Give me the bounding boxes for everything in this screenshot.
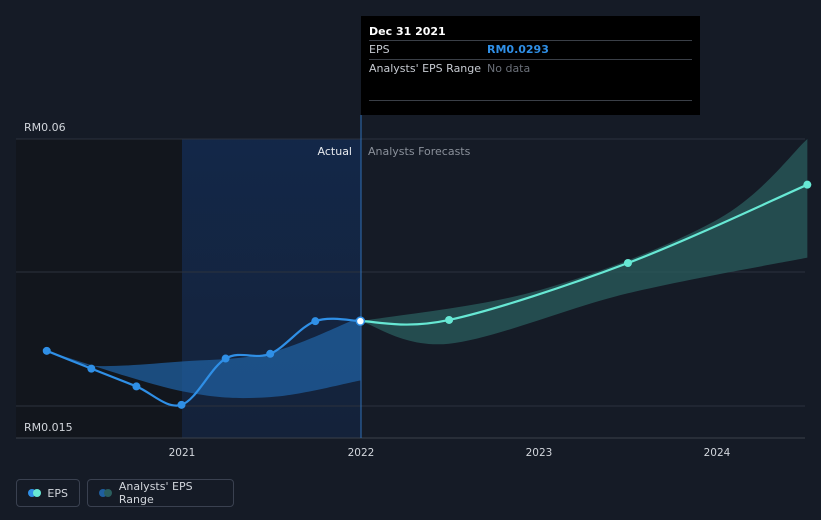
eps-point-4 bbox=[221, 354, 230, 363]
eps-point-1 bbox=[87, 364, 96, 373]
forecast-section-label: Analysts Forecasts bbox=[368, 145, 471, 158]
eps-point-6 bbox=[311, 317, 320, 326]
forecast-point-3 bbox=[803, 180, 812, 189]
eps-actual-line bbox=[46, 317, 361, 407]
eps-point-3 bbox=[177, 400, 186, 409]
x-tick-2024: 2024 bbox=[704, 447, 731, 459]
eps-forecast-line bbox=[360, 183, 808, 326]
eps-point-2 bbox=[132, 382, 141, 391]
tooltip: Dec 31 2021 EPS RM0.0293 Analysts' EPS R… bbox=[361, 16, 700, 115]
legend-eps-label: EPS bbox=[47, 486, 68, 500]
tooltip-date: Dec 31 2021 bbox=[369, 25, 446, 38]
legend-range-button[interactable]: Analysts' EPS Range bbox=[87, 479, 234, 507]
tooltip-eps-row: EPS RM0.0293 bbox=[369, 40, 692, 59]
past-shade-region bbox=[16, 139, 182, 438]
tooltip-eps-label: EPS bbox=[369, 43, 390, 56]
tooltip-eps-value: RM0.0293 bbox=[487, 43, 549, 56]
legend-range-label: Analysts' EPS Range bbox=[118, 480, 193, 506]
eps-point-0 bbox=[42, 346, 51, 355]
x-tick-2021: 2021 bbox=[169, 447, 196, 459]
eps-highlight-point bbox=[355, 316, 366, 326]
tooltip-range-row: Analysts' EPS Range No data bbox=[369, 59, 692, 78]
tooltip-divider bbox=[369, 100, 692, 101]
tooltip-range-label: Analysts' EPS Range bbox=[369, 62, 482, 75]
x-tick-2022: 2022 bbox=[348, 447, 375, 459]
range-swatch-icon bbox=[99, 489, 112, 497]
eps-point-5 bbox=[266, 349, 275, 358]
analyst-range-forecast-band bbox=[360, 139, 808, 345]
eps-swatch-icon bbox=[28, 489, 41, 497]
tooltip-range-value: No data bbox=[487, 62, 531, 75]
y-axis-top-label: RM0.06 bbox=[24, 121, 66, 134]
legend-eps-button[interactable]: EPS bbox=[16, 479, 80, 507]
y-axis-bottom-label: RM0.015 bbox=[24, 421, 73, 434]
forecast-point-1 bbox=[445, 315, 454, 324]
analyst-range-past-band bbox=[46, 317, 361, 399]
forecast-point-2 bbox=[623, 259, 632, 268]
actual-section-label: Actual bbox=[318, 145, 352, 158]
x-tick-2023: 2023 bbox=[526, 447, 553, 459]
